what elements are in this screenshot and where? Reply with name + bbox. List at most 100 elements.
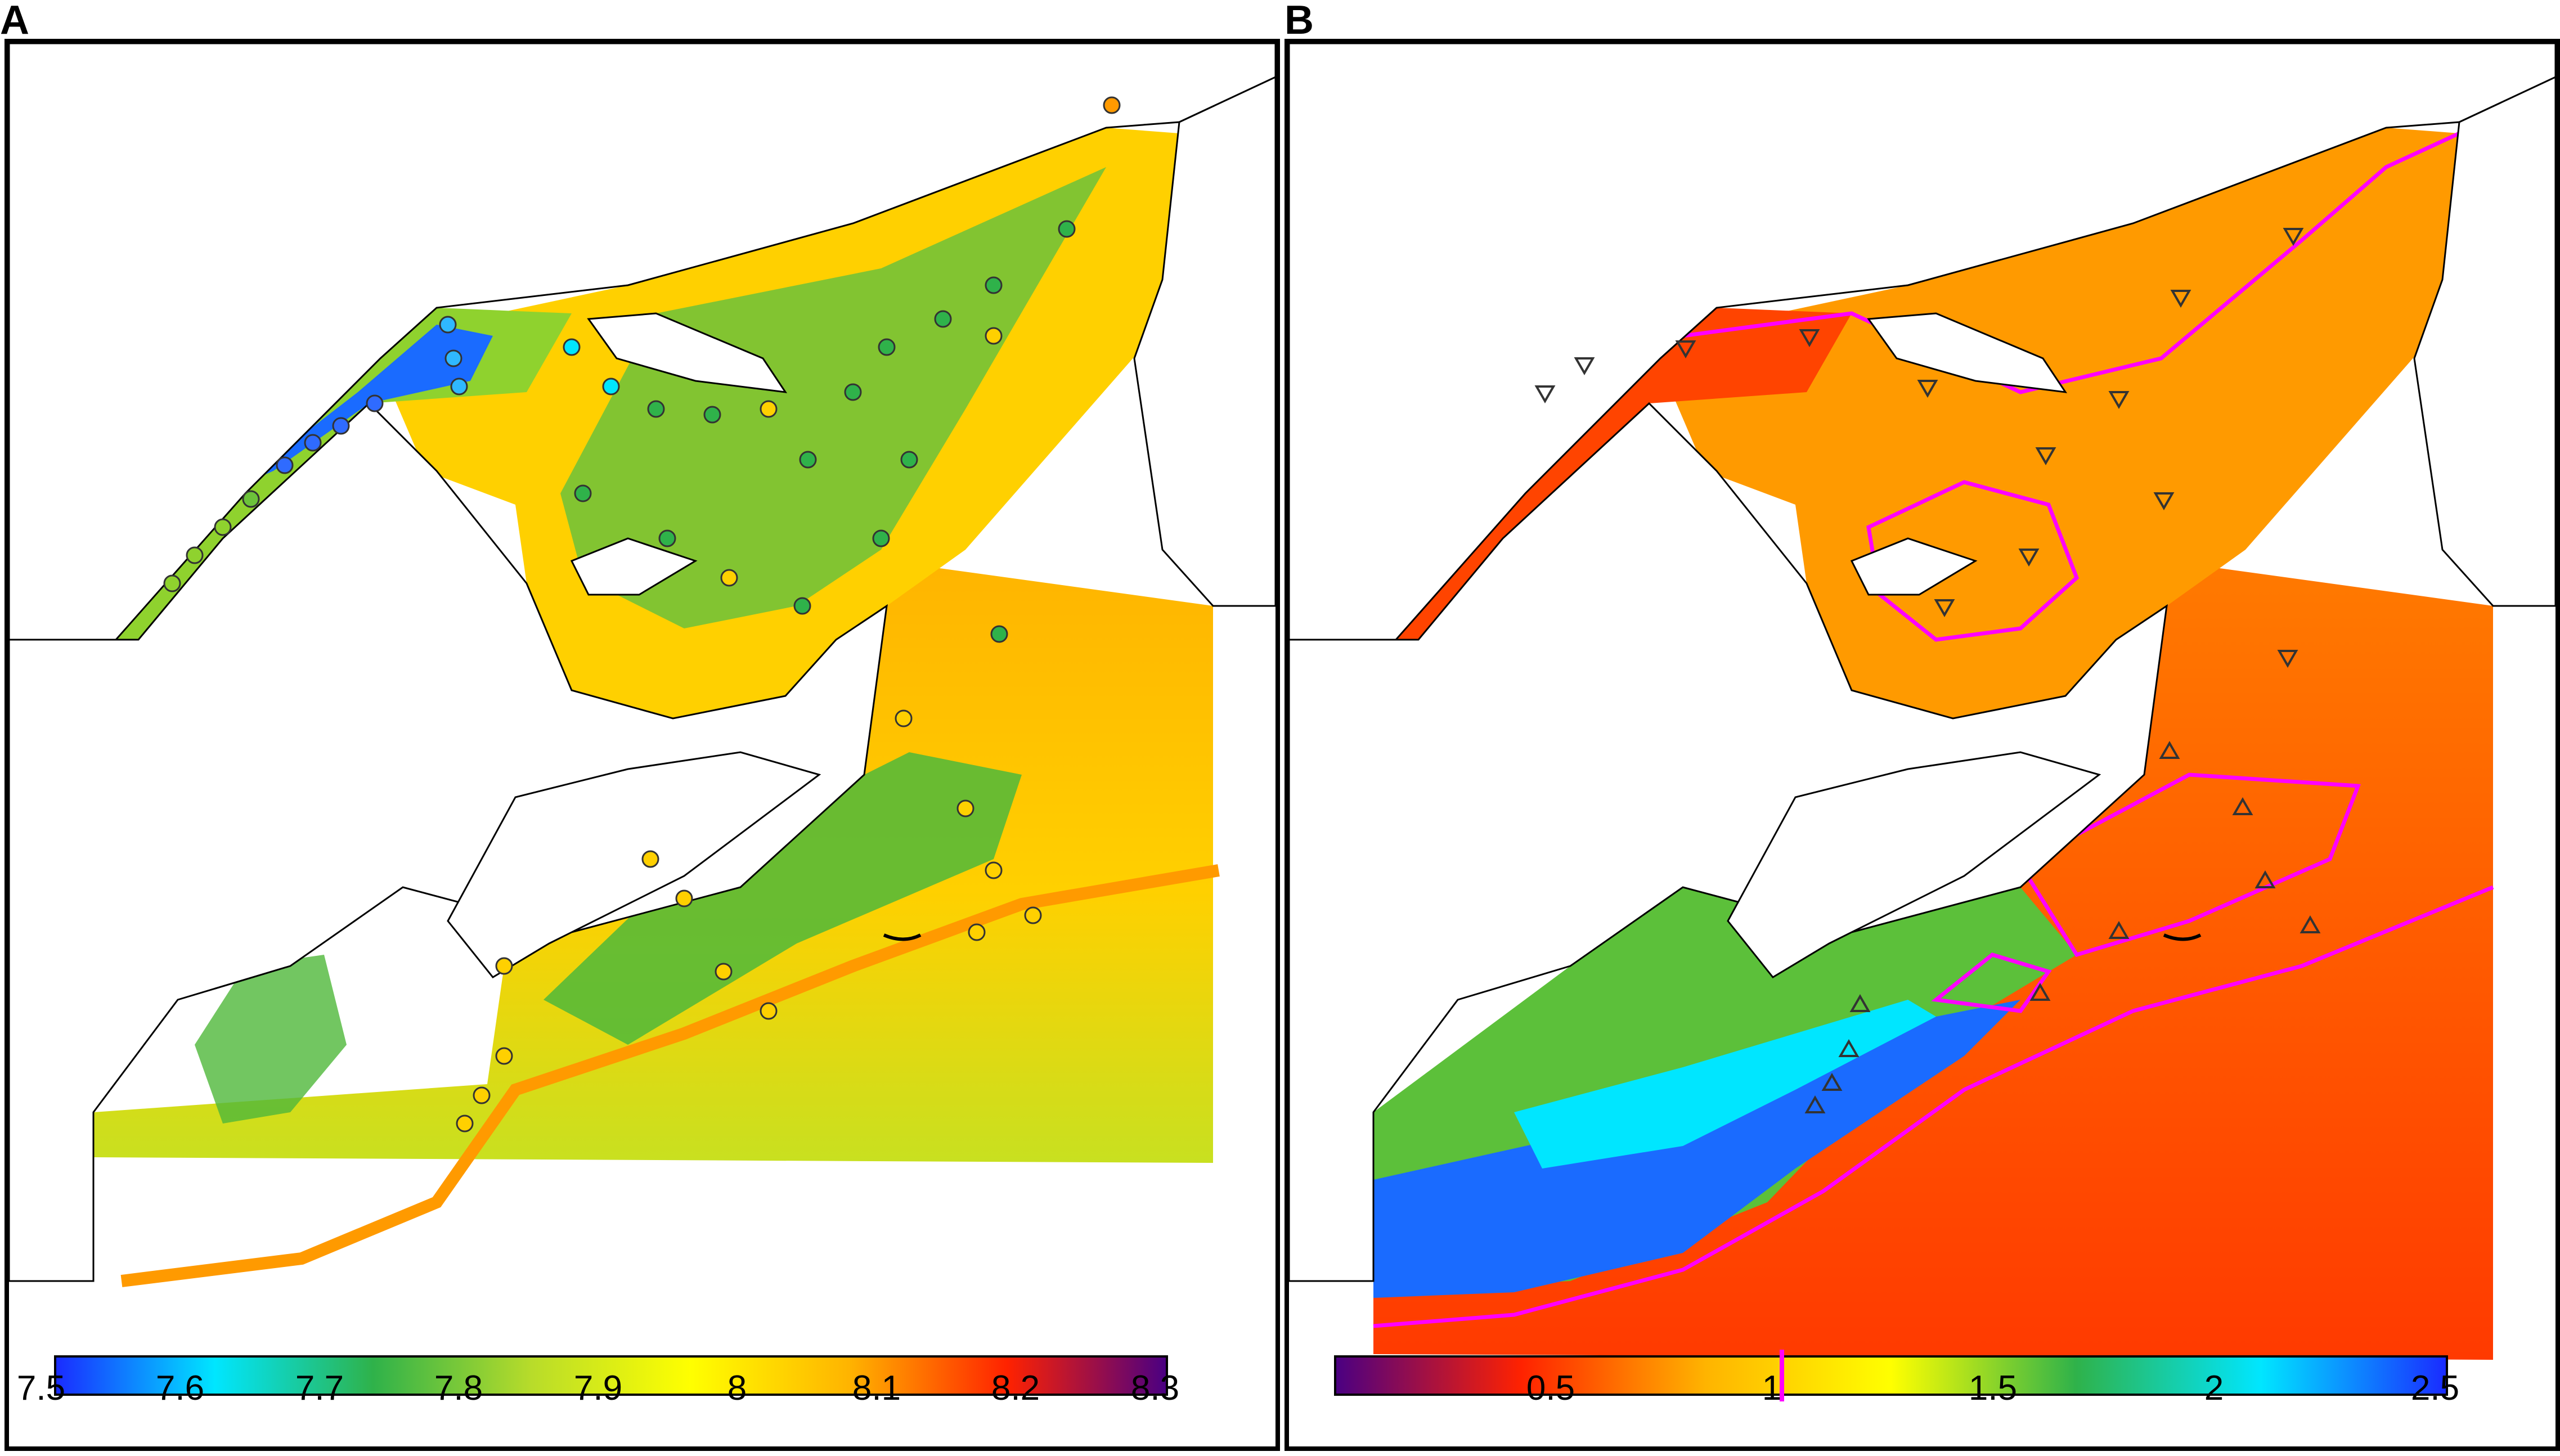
station-marker-down <box>1799 329 1820 348</box>
station-marker <box>332 417 350 435</box>
station-marker <box>574 484 592 502</box>
station-marker <box>793 597 811 615</box>
station-marker <box>720 569 738 587</box>
panel-b-land-newfoundland <box>2413 76 2555 607</box>
station-marker-down <box>2035 447 2056 466</box>
station-marker-up <box>1838 1039 1860 1057</box>
station-marker <box>799 451 817 469</box>
station-marker-down <box>2283 228 2304 246</box>
station-marker <box>1024 906 1042 924</box>
station-marker-up <box>2232 797 2253 815</box>
station-marker <box>450 378 468 396</box>
station-marker <box>760 1002 778 1020</box>
panel-a-colorbar-tick: 8.3 <box>1130 1369 1180 1408</box>
panel-b-colorbar-tick: 2.5 <box>2410 1369 2460 1408</box>
panel-b-colorbar-contour-mark <box>1780 1350 1784 1401</box>
station-marker <box>647 400 665 418</box>
station-marker-up <box>1849 994 1871 1012</box>
panel-b-contours <box>1373 131 2494 1328</box>
panel-b-letter: B <box>1285 0 1314 43</box>
station-marker <box>495 957 513 975</box>
station-marker-up <box>2254 870 2276 888</box>
panel-a-colorbar-tick: 8.1 <box>852 1369 901 1408</box>
station-marker-down <box>1574 357 1595 376</box>
panel-a-shelf-break <box>120 864 1220 1287</box>
station-marker-up <box>1821 1072 1843 1091</box>
panel-b-estuary <box>1396 308 1852 640</box>
station-marker <box>658 529 676 547</box>
station-marker <box>968 923 986 941</box>
station-marker-down <box>1675 340 1696 359</box>
panel-b-land-anticosti <box>1867 312 2068 393</box>
panel-a-colorbar-tick: 8.2 <box>991 1369 1040 1408</box>
station-marker <box>1058 220 1076 238</box>
station-marker <box>934 310 952 328</box>
contour-line <box>1682 131 2460 394</box>
station-marker <box>760 400 778 418</box>
station-marker-down <box>2018 549 2040 567</box>
station-marker <box>163 574 181 592</box>
station-marker-down <box>1917 380 1938 398</box>
panel-b-colorbar-tick: 1.5 <box>1968 1369 2018 1408</box>
station-marker <box>990 625 1008 643</box>
station-marker <box>276 456 294 474</box>
panel-a-letter: A <box>0 0 29 43</box>
panel-a-colorbar-tick: 7.6 <box>155 1369 205 1408</box>
station-marker <box>439 316 457 334</box>
panel-b-map <box>1285 39 2560 1451</box>
station-marker <box>1103 96 1121 114</box>
station-marker <box>675 889 693 907</box>
station-marker <box>956 799 974 817</box>
station-marker-down <box>2153 492 2175 511</box>
contour-line <box>1931 952 2052 1013</box>
panel-a-land-newfoundland <box>1133 76 1275 607</box>
panel-b-sable-island <box>2163 933 2202 941</box>
panel-a-gulf-green <box>560 167 1106 628</box>
panel-a-colorbar-tick: 7.7 <box>295 1369 344 1408</box>
station-marker <box>444 349 462 367</box>
station-marker-up <box>2029 982 2051 1001</box>
panel-b-land-nova-scotia <box>1727 751 2101 978</box>
panel-a-sable-island <box>883 933 922 941</box>
contour-line <box>2018 772 2361 958</box>
panel-a-colorbar <box>54 1355 1168 1396</box>
station-marker <box>456 1115 474 1133</box>
station-marker-down <box>2108 391 2130 410</box>
station-marker-down <box>1934 599 1955 618</box>
panel-b-stations <box>1534 228 2321 1113</box>
panel-b-land-maritimes <box>1289 402 2168 1282</box>
contour-line <box>1866 480 2080 642</box>
station-marker-up <box>2159 740 2180 759</box>
panel-a-colorbar-tick: 7.9 <box>573 1369 623 1408</box>
panel-b-map-svg <box>1289 43 2555 1360</box>
panel-a-shelf-band <box>544 752 1022 1045</box>
panel-a-land-maritimes <box>9 402 888 1282</box>
panel-b-colorbar-tick: 1 <box>1762 1369 1782 1408</box>
station-marker <box>703 406 721 424</box>
panel-a-colorbar-tick: 8 <box>727 1369 747 1408</box>
station-marker <box>985 861 1003 879</box>
station-marker-down <box>2277 650 2298 668</box>
station-marker <box>985 276 1003 294</box>
panel-a-land-anticosti <box>587 312 788 393</box>
station-marker <box>844 383 862 401</box>
station-marker <box>900 451 918 469</box>
station-marker-up <box>2299 915 2321 933</box>
station-marker <box>495 1047 513 1065</box>
station-marker <box>214 518 232 536</box>
panel-b-colorbar <box>1334 1355 2448 1396</box>
station-marker-up <box>1804 1095 1826 1113</box>
station-marker-down <box>2170 290 2191 308</box>
station-marker-up <box>2108 920 2130 939</box>
station-marker <box>878 338 896 356</box>
panel-b-cold-band-cyan <box>1514 1000 1936 1169</box>
panel-a-map-svg <box>9 43 1275 1287</box>
station-marker <box>366 394 384 412</box>
panel-a-gulf-of-maine-green <box>195 955 347 1124</box>
panel-b-cold-band <box>1373 1000 2020 1298</box>
station-marker <box>473 1086 491 1104</box>
panel-a-colorbar-tick: 7.5 <box>16 1369 66 1408</box>
station-marker <box>602 378 620 396</box>
contour-line <box>1373 885 2494 1328</box>
station-marker <box>242 490 260 508</box>
